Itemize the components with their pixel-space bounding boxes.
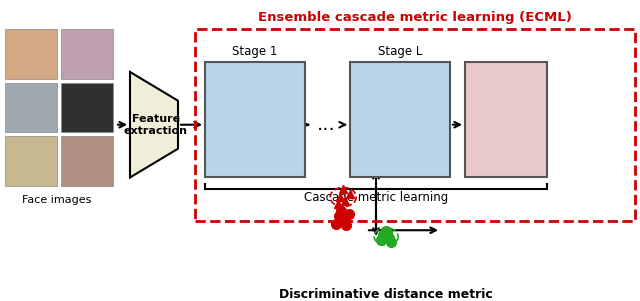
Text: Final
metric
learning: Final metric learning — [482, 98, 531, 141]
Text: Ensemble cascade metric learning (ECML): Ensemble cascade metric learning (ECML) — [258, 11, 572, 24]
Text: Face images: Face images — [22, 195, 92, 205]
Text: Cascade metric learning: Cascade metric learning — [304, 191, 448, 204]
FancyBboxPatch shape — [61, 82, 113, 132]
Text: Discriminative distance metric: Discriminative distance metric — [279, 288, 493, 301]
FancyBboxPatch shape — [5, 82, 57, 132]
FancyBboxPatch shape — [465, 62, 547, 178]
Text: Feature
extraction: Feature extraction — [124, 114, 188, 135]
FancyBboxPatch shape — [350, 62, 450, 178]
FancyBboxPatch shape — [61, 29, 113, 79]
FancyBboxPatch shape — [7, 84, 55, 130]
Text: Stage 1: Stage 1 — [232, 45, 278, 57]
FancyBboxPatch shape — [205, 62, 305, 178]
FancyBboxPatch shape — [7, 138, 55, 184]
FancyBboxPatch shape — [63, 138, 111, 184]
Polygon shape — [130, 72, 178, 178]
Text: Ensemble
metric
learning: Ensemble metric learning — [371, 98, 429, 141]
FancyBboxPatch shape — [61, 136, 113, 186]
FancyBboxPatch shape — [5, 29, 57, 79]
Text: ...: ... — [317, 115, 336, 134]
FancyBboxPatch shape — [63, 31, 111, 77]
FancyBboxPatch shape — [5, 136, 57, 186]
FancyBboxPatch shape — [63, 84, 111, 130]
Text: Ensemble
metric
learning: Ensemble metric learning — [226, 98, 284, 141]
FancyBboxPatch shape — [7, 31, 55, 77]
Text: Stage L: Stage L — [378, 45, 422, 57]
